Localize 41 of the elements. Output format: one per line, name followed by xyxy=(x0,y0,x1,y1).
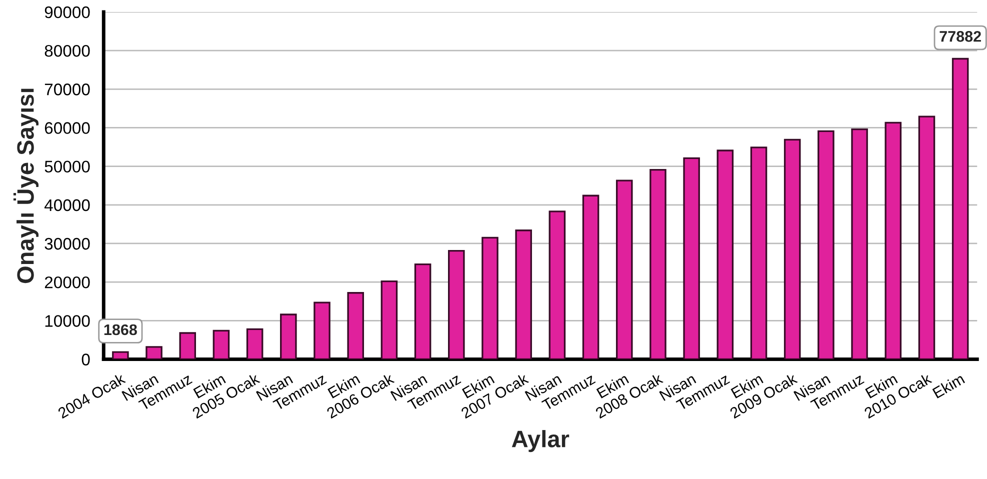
y-axis-title: Onaylı Üye Sayısı xyxy=(13,88,39,284)
bar xyxy=(448,250,465,360)
bar xyxy=(851,128,868,360)
bar xyxy=(482,236,498,360)
data-label: 1868 xyxy=(104,324,137,336)
bar xyxy=(884,122,902,360)
bar xyxy=(414,263,432,360)
bar xyxy=(784,138,801,360)
data-label: 77882 xyxy=(940,31,981,42)
bar xyxy=(515,230,532,360)
bar xyxy=(380,280,398,360)
bar xyxy=(683,157,700,360)
x-axis-title: Aylar xyxy=(512,430,570,452)
y-tick-label: 80000 xyxy=(44,44,90,57)
y-tick-label: 10000 xyxy=(45,315,90,327)
y-tick-label: 70000 xyxy=(44,84,90,96)
bar xyxy=(179,332,196,360)
bar xyxy=(548,210,566,360)
bar xyxy=(347,292,364,360)
bar xyxy=(750,146,768,360)
bar xyxy=(918,116,936,360)
bar xyxy=(818,130,834,360)
bar xyxy=(246,328,264,360)
bar xyxy=(146,346,162,360)
bar xyxy=(716,150,734,360)
bar xyxy=(650,168,666,360)
bar xyxy=(212,330,230,360)
bar xyxy=(952,58,969,360)
y-tick-label: 20000 xyxy=(44,276,90,288)
y-tick-label: 30000 xyxy=(44,238,90,250)
bar xyxy=(582,194,600,360)
y-tick-label: 60000 xyxy=(44,122,90,134)
y-tick-label: 90000 xyxy=(44,6,90,18)
bar xyxy=(280,314,297,360)
x-tick-label: Ekim xyxy=(932,372,965,398)
y-tick-label: 0 xyxy=(82,354,90,366)
bar xyxy=(616,180,633,360)
y-tick-label: 50000 xyxy=(44,160,90,173)
y-tick-label: 40000 xyxy=(44,199,90,212)
bar xyxy=(314,302,330,360)
bar xyxy=(112,351,129,360)
